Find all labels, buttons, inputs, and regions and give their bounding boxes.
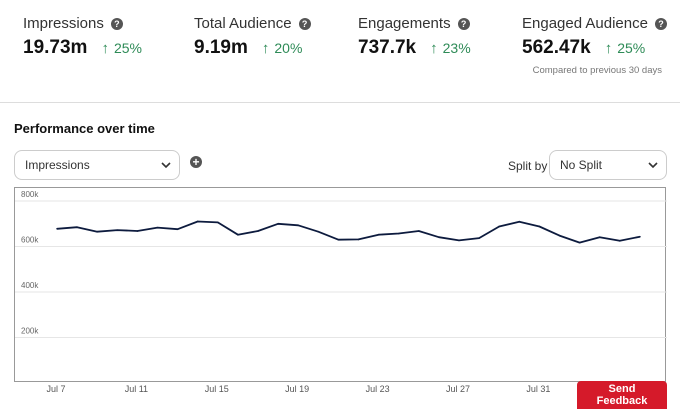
data-point[interactable] <box>237 233 239 236</box>
kpi-label: Impressions <box>23 15 104 32</box>
x-tick-label: Jul 27 <box>445 384 471 394</box>
kpi-change: ↑ 23% <box>430 40 471 57</box>
x-tick-label: Jul 19 <box>285 384 310 394</box>
performance-chart: 200k 400k 600k 800k <box>14 187 667 382</box>
series-line-impressions[interactable] <box>56 220 641 244</box>
kpi-engaged-audience: Engaged Audience? 562.47k ↑ 25% <box>522 15 667 59</box>
kpi-label: Total Audience <box>194 15 292 32</box>
data-point[interactable] <box>478 237 480 239</box>
data-point[interactable] <box>277 222 279 225</box>
kpi-total-audience: Total Audience? 9.19m ↑ 20% <box>194 15 311 59</box>
arrow-up-icon: ↑ <box>604 40 613 57</box>
data-point[interactable] <box>357 238 360 241</box>
send-feedback-button[interactable]: Send Feedback <box>577 381 667 409</box>
kpi-change-value: 20% <box>274 40 303 56</box>
kpi-value: 9.19m <box>194 37 248 58</box>
data-point[interactable] <box>397 232 400 235</box>
y-tick-label: 800k <box>21 190 39 199</box>
kpi-engagements: Engagements? 737.7k ↑ 23% <box>358 15 471 59</box>
data-point[interactable] <box>558 234 561 237</box>
data-point[interactable] <box>257 230 259 232</box>
help-icon[interactable]: ? <box>298 17 311 30</box>
y-tick-label: 600k <box>21 236 39 245</box>
data-point[interactable] <box>518 220 521 223</box>
split-by-value: No Split <box>560 158 603 172</box>
kpi-change-value: 23% <box>442 40 471 56</box>
data-point[interactable] <box>317 230 320 233</box>
add-metric-icon[interactable]: + <box>190 156 202 168</box>
metric-select[interactable]: Impressions <box>14 150 180 180</box>
x-axis: Jul 7 Jul 11 Jul 15 Jul 19 Jul 23 Jul 27 Jul 3… <box>14 384 666 400</box>
x-tick-label: Jul 15 <box>204 384 229 394</box>
arrow-up-icon: ↑ <box>101 40 109 57</box>
help-icon[interactable]: ? <box>457 17 470 30</box>
arrow-up-icon: ↑ <box>261 40 270 57</box>
y-tick-label: 400k <box>21 281 39 290</box>
data-point[interactable] <box>598 236 601 238</box>
kpi-label: Engagements <box>358 15 451 32</box>
data-point[interactable] <box>458 239 460 242</box>
data-point[interactable] <box>619 240 621 242</box>
kpi-change: ↑ 25% <box>101 40 142 57</box>
data-point[interactable] <box>56 227 58 230</box>
metric-select-value: Impressions <box>25 158 90 172</box>
data-point[interactable] <box>176 228 179 231</box>
kpi-label: Engaged Audience <box>522 15 648 32</box>
data-point[interactable] <box>76 226 78 228</box>
data-point[interactable] <box>438 236 440 238</box>
data-point[interactable] <box>156 226 159 229</box>
data-point[interactable] <box>639 235 641 238</box>
kpi-change-value: 25% <box>113 40 142 56</box>
kpi-change-value: 25% <box>617 40 646 56</box>
data-point[interactable] <box>116 229 119 231</box>
data-point[interactable] <box>297 224 300 227</box>
line-chart-svg: 200k 400k 600k 800k <box>15 190 667 338</box>
kpi-value: 19.73m <box>23 37 88 58</box>
help-icon[interactable]: ? <box>110 17 123 30</box>
data-point[interactable] <box>337 238 340 241</box>
y-tick-label: 200k <box>21 327 39 336</box>
data-point[interactable] <box>217 221 219 224</box>
data-point[interactable] <box>418 230 420 232</box>
data-point[interactable] <box>538 225 541 228</box>
section-title: Performance over time <box>14 121 155 136</box>
data-point[interactable] <box>136 230 139 232</box>
split-by-select[interactable]: No Split <box>549 150 667 180</box>
kpi-value: 562.47k <box>522 37 591 58</box>
data-point[interactable] <box>96 230 98 233</box>
x-tick-label: Jul 31 <box>526 384 551 394</box>
arrow-up-icon: ↑ <box>430 40 438 57</box>
x-tick-label: Jul 7 <box>46 384 66 394</box>
comparison-note: Compared to previous 30 days <box>532 65 662 76</box>
x-tick-label: Jul 11 <box>124 384 149 394</box>
split-by-label: Split by <box>508 159 548 173</box>
chevron-down-icon <box>161 162 171 169</box>
data-point[interactable] <box>498 225 501 228</box>
chevron-down-icon <box>648 162 658 169</box>
data-point[interactable] <box>578 241 581 244</box>
data-point[interactable] <box>196 220 199 223</box>
kpi-impressions: Impressions? 19.73m ↑ 25% <box>23 15 142 59</box>
kpi-summary: Impressions? 19.73m ↑ 25% Total Audience? … <box>0 0 680 103</box>
data-point[interactable] <box>377 233 380 236</box>
kpi-value: 737.7k <box>358 37 417 58</box>
kpi-change: ↑ 25% <box>605 40 646 57</box>
kpi-change: ↑ 20% <box>262 40 303 57</box>
help-icon[interactable]: ? <box>654 17 667 30</box>
x-tick-label: Jul 23 <box>365 384 390 394</box>
